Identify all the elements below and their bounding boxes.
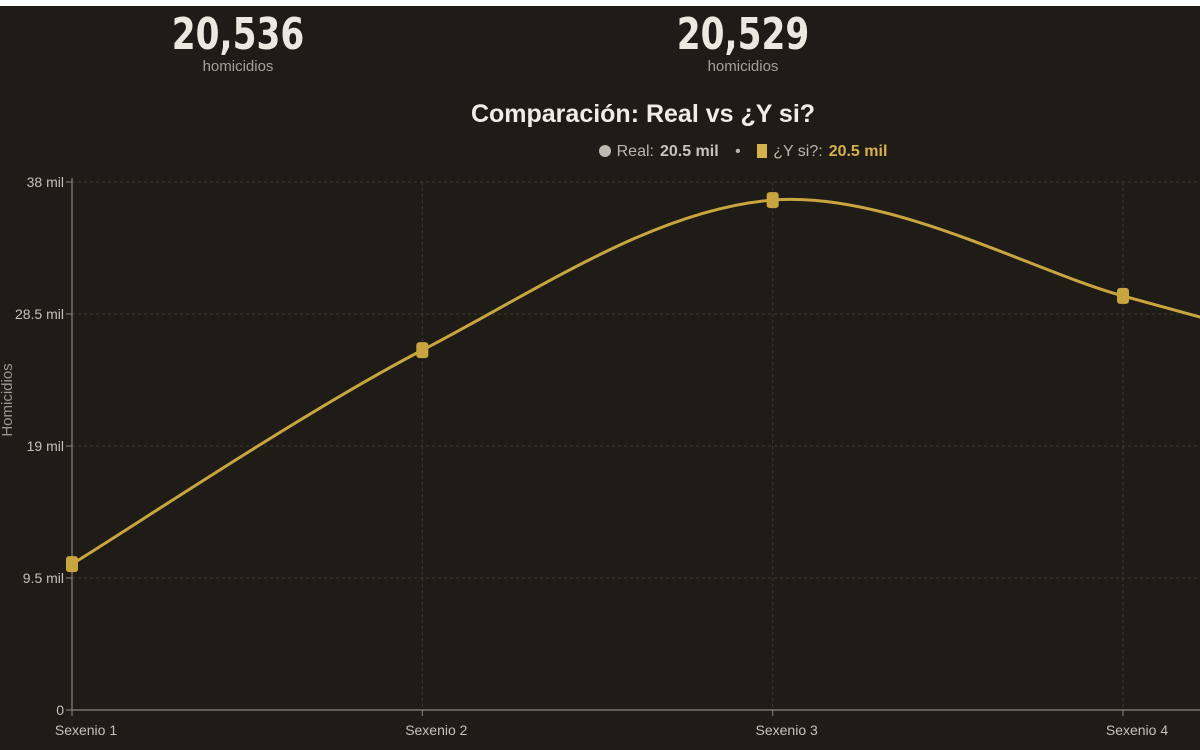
y-axis-title: Homicidios: [0, 363, 16, 436]
legend-separator: •: [735, 143, 741, 160]
data-point: [416, 342, 429, 359]
y-tick-label: 28.5 mil: [15, 306, 64, 322]
real-stat-label: homicidios: [202, 58, 274, 75]
chart-title: Comparación: Real vs ¿Y si?: [470, 100, 816, 128]
y-tick-label: 38 mil: [27, 174, 64, 190]
legend: Real: 20.5 mil • ¿Y si?: 20.5 mil: [0, 143, 1200, 161]
x-tick-label: Sexenio 2: [405, 722, 467, 738]
y-tick-label: 19 mil: [27, 438, 64, 454]
whatif-legend-value: 20.5 mil: [828, 143, 888, 160]
data-point: [766, 192, 779, 209]
x-tick-label: Sexenio 3: [756, 722, 818, 738]
whatif-legend-label: ¿Y si?:: [773, 143, 823, 160]
real-legend-value: 20.5 mil: [659, 143, 719, 160]
real-legend-marker: [598, 145, 611, 157]
x-tick-label: Sexenio 1: [55, 722, 117, 738]
real-stat-value: 20,536: [171, 9, 305, 60]
y-tick-label: 9.5 mil: [23, 570, 64, 586]
whatif-legend-marker: [757, 144, 768, 158]
data-point: [66, 556, 78, 573]
real-stat: 20,536 homicidios: [128, 9, 348, 76]
top-strip: [0, 0, 1200, 6]
real-legend-label: Real:: [616, 143, 654, 160]
whatif-stat-label: homicidios: [707, 58, 779, 75]
x-tick-label: Sexenio 4: [1106, 722, 1168, 738]
series-line: [71, 197, 1200, 566]
y-tick-label: 0: [56, 702, 64, 718]
data-point: [1117, 287, 1129, 304]
whatif-stat-value: 20,529: [676, 9, 810, 60]
whatif-stat: 20,529 homicidios: [633, 9, 853, 76]
